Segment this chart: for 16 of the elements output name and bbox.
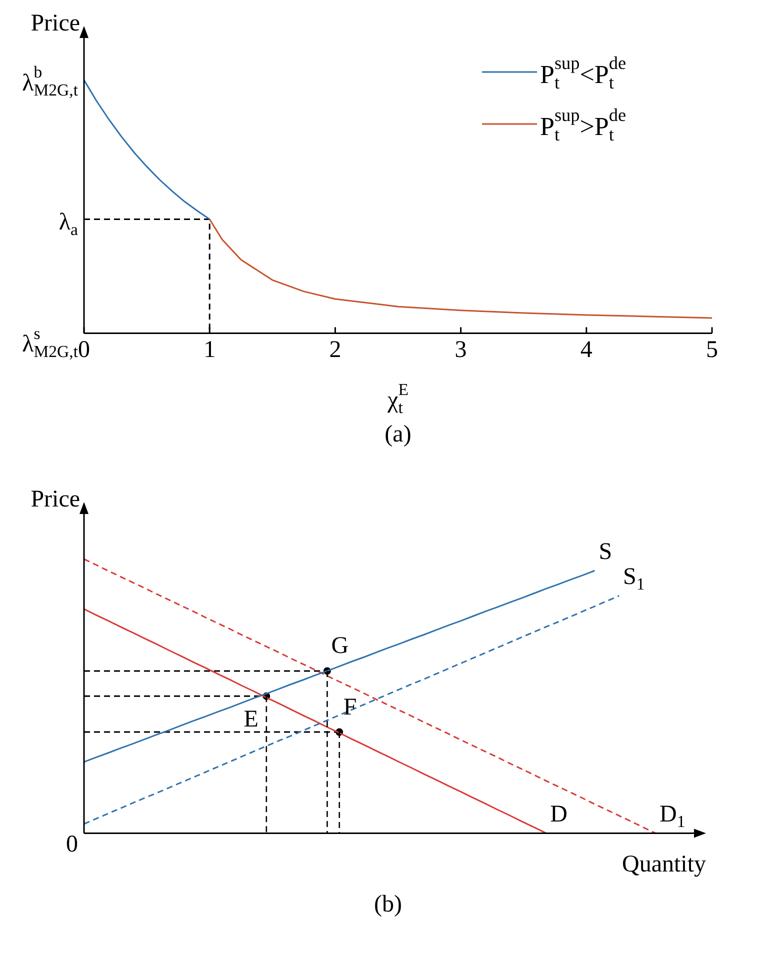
series-label: D (550, 801, 568, 828)
x-tick-label: 4 (580, 336, 592, 363)
x-tick-label: 3 (454, 336, 467, 363)
x-axis-title: Quantity (622, 851, 706, 878)
series-label: S (598, 538, 612, 565)
x-tick-label: 5 (706, 336, 718, 363)
x-tick-label: 2 (329, 336, 342, 363)
series-label: E (244, 706, 258, 732)
x-tick-label: 1 (204, 336, 216, 363)
series-label: G (331, 633, 349, 660)
y-axis-title: Price (30, 486, 80, 512)
text: (b) (374, 891, 402, 918)
text: (a) (384, 421, 412, 448)
x-tick-label: 0 (78, 336, 90, 363)
text: 0 (66, 831, 78, 858)
y-axis-title: Price (30, 10, 80, 36)
